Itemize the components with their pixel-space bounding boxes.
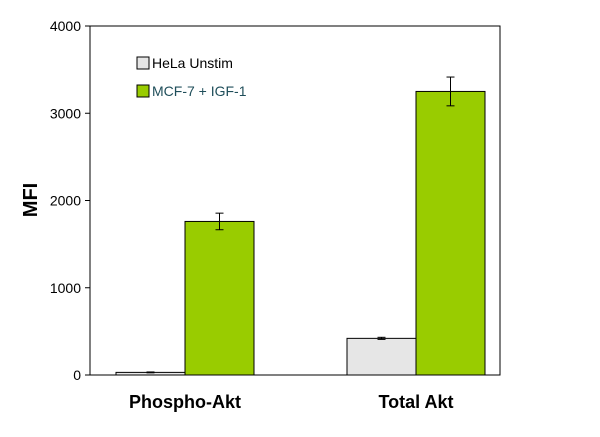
y-tick-label: 2000	[50, 193, 81, 209]
y-tick-label: 1000	[50, 280, 81, 296]
legend-swatch	[136, 56, 150, 70]
bar-mcf7-igf1	[415, 90, 486, 376]
legend-label: HeLa Unstim	[152, 55, 233, 71]
legend: HeLa Unstim MCF-7 + IGF-1	[136, 55, 247, 99]
y-axis-label: MFI	[20, 183, 42, 217]
legend-label: MCF-7 + IGF-1	[152, 83, 247, 99]
x-tick-label: Total Akt	[379, 392, 454, 412]
bar-hela-unstim	[346, 337, 417, 376]
bar-mcf7-igf1	[184, 220, 255, 376]
y-axis: 0 1000 2000 3000 4000	[50, 18, 90, 383]
x-tick-label: Phospho-Akt	[129, 392, 241, 412]
bars-layer	[115, 90, 486, 376]
y-tick-label: 3000	[50, 105, 81, 121]
y-tick-label: 0	[73, 367, 81, 383]
y-tick-label: 4000	[50, 18, 81, 34]
x-axis: Phospho-Akt Total Akt	[129, 392, 454, 412]
legend-swatch	[136, 84, 150, 98]
error-bars-layer	[146, 76, 455, 374]
